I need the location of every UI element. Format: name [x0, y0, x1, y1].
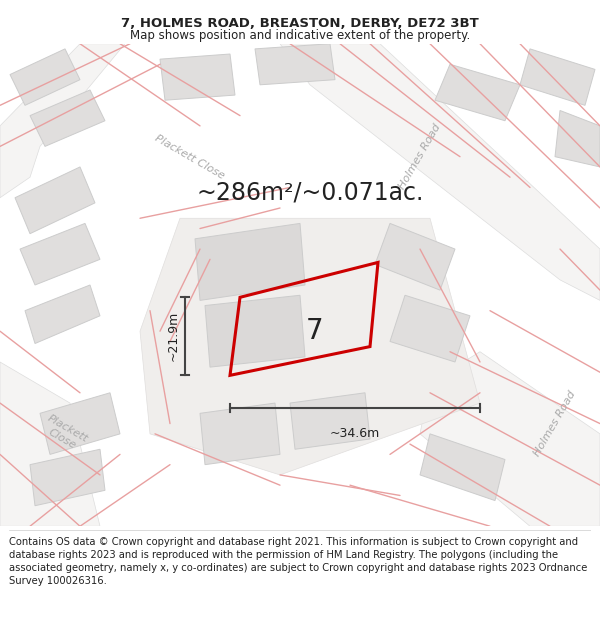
Polygon shape: [10, 49, 80, 106]
Text: ~34.6m: ~34.6m: [330, 427, 380, 439]
Polygon shape: [290, 392, 370, 449]
Polygon shape: [420, 434, 505, 501]
Text: Plackett
Close: Plackett Close: [40, 413, 90, 455]
Polygon shape: [255, 44, 335, 85]
Polygon shape: [200, 403, 280, 464]
Polygon shape: [140, 218, 480, 475]
Polygon shape: [30, 449, 105, 506]
Text: Holmes Road: Holmes Road: [397, 122, 443, 191]
Polygon shape: [435, 64, 520, 121]
Text: 7: 7: [305, 317, 323, 344]
Text: ~21.9m: ~21.9m: [167, 311, 180, 361]
Polygon shape: [205, 295, 305, 367]
Text: Holmes Road: Holmes Road: [532, 389, 578, 458]
Polygon shape: [40, 392, 120, 454]
Polygon shape: [25, 285, 100, 344]
Polygon shape: [30, 90, 105, 146]
Polygon shape: [195, 223, 305, 301]
Polygon shape: [375, 223, 455, 290]
Polygon shape: [0, 44, 125, 198]
Polygon shape: [20, 223, 100, 285]
Text: Plackett Close: Plackett Close: [154, 132, 227, 181]
Text: Contains OS data © Crown copyright and database right 2021. This information is : Contains OS data © Crown copyright and d…: [9, 536, 587, 586]
Text: ~286m²/~0.071ac.: ~286m²/~0.071ac.: [196, 181, 424, 204]
Text: Map shows position and indicative extent of the property.: Map shows position and indicative extent…: [130, 29, 470, 42]
Polygon shape: [555, 111, 600, 167]
Polygon shape: [520, 49, 595, 106]
Polygon shape: [420, 352, 600, 526]
Text: 7, HOLMES ROAD, BREASTON, DERBY, DE72 3BT: 7, HOLMES ROAD, BREASTON, DERBY, DE72 3B…: [121, 18, 479, 30]
Polygon shape: [160, 54, 235, 100]
Polygon shape: [390, 295, 470, 362]
Polygon shape: [280, 44, 600, 301]
Polygon shape: [15, 167, 95, 234]
Polygon shape: [0, 362, 100, 526]
